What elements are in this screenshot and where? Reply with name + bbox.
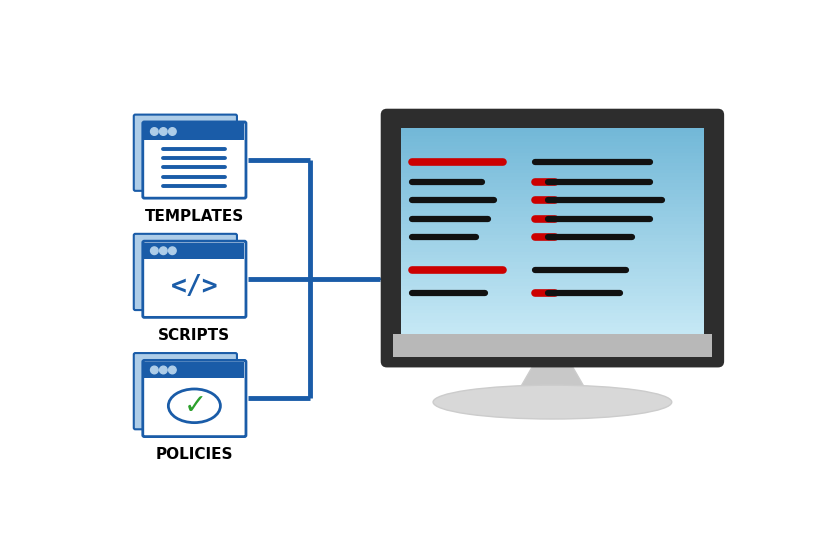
Bar <box>401 138 704 142</box>
Bar <box>401 272 704 275</box>
Bar <box>401 142 704 146</box>
Bar <box>401 132 704 135</box>
Circle shape <box>159 128 167 135</box>
FancyBboxPatch shape <box>134 353 237 429</box>
Bar <box>401 275 704 279</box>
FancyBboxPatch shape <box>381 109 724 367</box>
Circle shape <box>150 366 159 374</box>
Bar <box>401 237 704 241</box>
Bar <box>401 217 704 221</box>
Bar <box>144 243 244 259</box>
Bar <box>393 333 712 357</box>
Bar <box>401 289 704 293</box>
Bar <box>401 190 704 194</box>
Bar <box>401 193 704 197</box>
Bar <box>401 258 704 262</box>
Text: TEMPLATES: TEMPLATES <box>144 209 244 224</box>
Text: SCRIPTS: SCRIPTS <box>159 328 231 343</box>
Circle shape <box>150 128 159 135</box>
Circle shape <box>159 247 167 254</box>
Bar <box>401 264 704 269</box>
Bar <box>401 305 704 310</box>
Bar <box>401 234 704 238</box>
Bar <box>401 309 704 313</box>
Bar <box>401 152 704 156</box>
Circle shape <box>168 366 176 374</box>
Bar <box>401 162 704 166</box>
Bar <box>401 268 704 272</box>
Bar <box>401 148 704 153</box>
Bar <box>401 210 704 214</box>
Bar <box>401 213 704 217</box>
Bar <box>401 302 704 306</box>
Bar <box>401 278 704 283</box>
Bar <box>401 165 704 170</box>
Bar <box>401 182 704 187</box>
Ellipse shape <box>433 385 671 419</box>
Bar <box>401 261 704 265</box>
Bar <box>401 254 704 258</box>
Bar <box>401 241 704 245</box>
Bar <box>401 223 704 228</box>
Bar <box>144 123 244 139</box>
Bar <box>401 330 704 333</box>
Bar <box>401 326 704 330</box>
Circle shape <box>168 128 176 135</box>
Bar <box>401 206 704 211</box>
Bar <box>401 295 704 299</box>
Bar <box>401 135 704 139</box>
Text: ✓: ✓ <box>184 392 208 420</box>
FancyBboxPatch shape <box>134 234 237 310</box>
FancyBboxPatch shape <box>143 361 246 437</box>
Bar <box>401 319 704 324</box>
Bar <box>401 312 704 316</box>
Bar <box>401 176 704 180</box>
Text: POLICIES: POLICIES <box>156 447 233 462</box>
Bar <box>401 227 704 231</box>
Bar <box>401 251 704 255</box>
Bar <box>401 220 704 225</box>
Bar <box>401 292 704 296</box>
Bar <box>401 247 704 252</box>
Bar <box>401 128 704 132</box>
Circle shape <box>159 366 167 374</box>
Bar <box>401 145 704 149</box>
Ellipse shape <box>168 389 221 422</box>
Bar <box>401 196 704 200</box>
Bar <box>144 362 244 378</box>
Bar <box>401 299 704 303</box>
Bar <box>401 159 704 163</box>
Bar <box>401 281 704 286</box>
FancyBboxPatch shape <box>143 241 246 317</box>
Bar <box>401 179 704 184</box>
Circle shape <box>150 247 159 254</box>
Bar <box>401 322 704 327</box>
Bar <box>401 316 704 320</box>
Bar <box>401 186 704 190</box>
Bar <box>401 285 704 289</box>
Bar <box>401 173 704 176</box>
Polygon shape <box>515 361 589 396</box>
Bar <box>401 200 704 204</box>
FancyBboxPatch shape <box>143 122 246 198</box>
Bar <box>401 169 704 173</box>
Bar <box>401 203 704 207</box>
Text: </>: </> <box>170 274 218 300</box>
Bar <box>401 231 704 234</box>
Bar <box>401 244 704 248</box>
FancyBboxPatch shape <box>134 114 237 191</box>
Bar <box>401 155 704 159</box>
Circle shape <box>168 247 176 254</box>
FancyArrow shape <box>380 269 400 289</box>
